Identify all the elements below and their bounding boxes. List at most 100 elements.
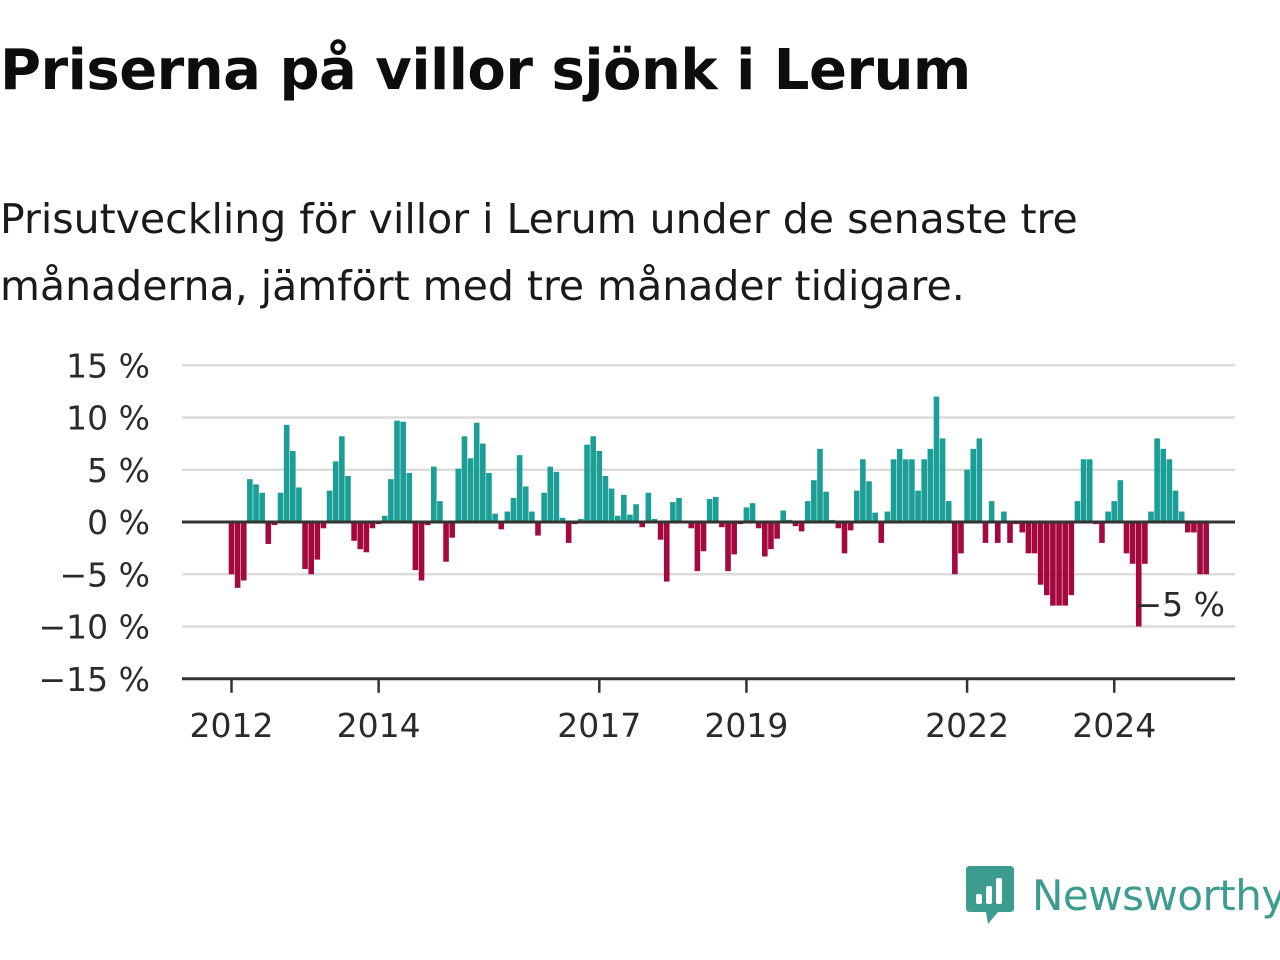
bar bbox=[424, 522, 431, 526]
bar bbox=[271, 522, 278, 526]
bar bbox=[1129, 522, 1136, 564]
bar bbox=[1117, 480, 1124, 522]
bar bbox=[1123, 522, 1130, 554]
bar bbox=[547, 466, 554, 522]
bar bbox=[332, 461, 339, 522]
bar bbox=[455, 468, 462, 522]
bar bbox=[1172, 490, 1179, 522]
bar bbox=[1062, 522, 1068, 606]
x-tick-label: 2019 bbox=[704, 706, 788, 745]
bar bbox=[559, 517, 566, 522]
bar bbox=[896, 448, 903, 522]
bar bbox=[645, 492, 652, 522]
bar bbox=[1105, 511, 1111, 522]
bar bbox=[725, 522, 731, 572]
bar bbox=[1197, 522, 1203, 575]
x-tick-label: 2012 bbox=[190, 706, 274, 745]
bar bbox=[486, 472, 492, 522]
bar bbox=[872, 512, 878, 522]
bar bbox=[259, 492, 265, 522]
bar bbox=[516, 455, 523, 522]
bar bbox=[418, 522, 425, 581]
x-tick-label: 2014 bbox=[337, 706, 421, 745]
bar bbox=[884, 511, 891, 522]
bar bbox=[621, 494, 627, 522]
bar bbox=[578, 518, 584, 522]
latest-value-annotation: −5 % bbox=[1135, 585, 1226, 624]
bar bbox=[933, 396, 940, 522]
bar bbox=[762, 522, 768, 557]
bar bbox=[719, 522, 725, 528]
bar bbox=[351, 522, 357, 541]
bar bbox=[798, 522, 805, 532]
bar bbox=[1025, 522, 1032, 554]
bar bbox=[473, 422, 480, 522]
bar bbox=[1111, 501, 1118, 522]
bar bbox=[326, 490, 333, 522]
bar bbox=[792, 522, 799, 527]
bar bbox=[234, 522, 241, 588]
bar bbox=[994, 522, 1001, 543]
bar bbox=[1191, 522, 1197, 533]
bar bbox=[982, 522, 989, 543]
x-tick-label: 2024 bbox=[1072, 706, 1156, 745]
bar bbox=[909, 459, 915, 522]
bar bbox=[1068, 522, 1075, 596]
bar bbox=[964, 469, 970, 522]
bar bbox=[529, 511, 535, 522]
bar bbox=[480, 443, 486, 523]
bar bbox=[970, 448, 977, 522]
bar bbox=[498, 522, 505, 530]
bar bbox=[522, 486, 529, 522]
bar bbox=[755, 522, 762, 529]
bar bbox=[749, 503, 756, 522]
bar bbox=[1142, 522, 1148, 564]
bar bbox=[430, 466, 437, 522]
bar bbox=[712, 496, 719, 522]
bar bbox=[860, 459, 866, 522]
bar bbox=[1160, 448, 1167, 522]
bar bbox=[817, 448, 823, 522]
bar bbox=[768, 522, 774, 550]
bar bbox=[320, 522, 327, 529]
bar bbox=[290, 450, 296, 522]
bar bbox=[381, 515, 388, 522]
y-tick-label: 15 % bbox=[66, 346, 150, 385]
bar bbox=[614, 515, 621, 522]
bar bbox=[633, 504, 639, 522]
bar bbox=[265, 522, 272, 544]
bar bbox=[308, 522, 314, 575]
bar bbox=[467, 458, 474, 522]
bar bbox=[253, 484, 259, 522]
x-tick-label: 2022 bbox=[925, 706, 1009, 745]
bar bbox=[780, 510, 786, 522]
bar bbox=[878, 522, 885, 543]
bar bbox=[663, 522, 670, 582]
bar bbox=[921, 459, 927, 522]
bar bbox=[688, 522, 695, 529]
bar-chart-logo-icon bbox=[966, 866, 1014, 924]
y-tick-label: −5 % bbox=[60, 555, 151, 594]
bar bbox=[584, 444, 590, 522]
bar bbox=[400, 421, 406, 522]
axes bbox=[182, 520, 1235, 693]
bar bbox=[841, 522, 848, 554]
bar bbox=[927, 448, 934, 522]
bar bbox=[903, 459, 909, 522]
bar bbox=[866, 481, 872, 522]
bar bbox=[394, 420, 400, 522]
bar bbox=[443, 522, 449, 562]
bar bbox=[847, 522, 854, 531]
y-tick-label: 5 % bbox=[87, 451, 150, 490]
bar bbox=[1031, 522, 1038, 554]
bar bbox=[958, 522, 964, 554]
bar bbox=[283, 424, 290, 522]
bar bbox=[596, 450, 603, 522]
x-tick-label: 2017 bbox=[557, 706, 641, 745]
bar bbox=[945, 501, 952, 522]
y-tick-label: 10 % bbox=[66, 399, 150, 438]
bar bbox=[706, 499, 713, 522]
bar bbox=[1056, 522, 1062, 606]
bar bbox=[228, 522, 235, 575]
bar-chart: 15 % 10 % 5 % 0 % −5 % −10 % −15 % 2012 2014 2017… bbox=[39, 346, 1235, 745]
